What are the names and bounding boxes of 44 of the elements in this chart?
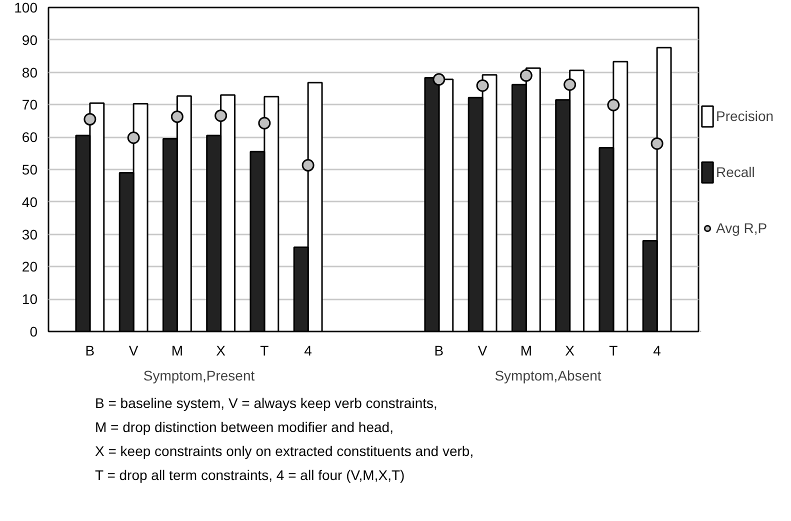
y-tick-label: 40 [22, 194, 38, 210]
x-tick-label: B [85, 342, 95, 358]
y-tick-label: 90 [22, 32, 38, 48]
point [476, 79, 489, 92]
x-tick-label: T [609, 342, 618, 358]
point [520, 69, 532, 82]
legend-label: Precision [716, 108, 774, 124]
legend-label: Recall [716, 164, 755, 180]
y-tick-label: 100 [14, 0, 38, 16]
legend-label: Avg R,P [716, 220, 768, 236]
point [302, 159, 314, 172]
text: X = keep constraints only on extracted constituents and verb, [95, 443, 474, 459]
point [170, 110, 184, 123]
text: B = baseline system, V = always keep verb constraints, [95, 395, 438, 411]
x-tick-label: V [128, 342, 139, 358]
x-tick-label: V [478, 342, 488, 358]
point [258, 116, 271, 130]
y-tick-label: 70 [22, 96, 38, 113]
y-tick-label: 0 [30, 324, 38, 340]
point [607, 98, 620, 112]
point [127, 132, 140, 144]
point [432, 73, 446, 86]
point [84, 113, 96, 126]
x-tick-label: M [520, 342, 532, 358]
text: M = drop distinction between modifier and head, [95, 419, 394, 435]
y-tick-label: 50 [22, 162, 38, 178]
x-tick-label: 4 [304, 342, 312, 358]
y-tick-label: 60 [22, 129, 38, 146]
text: Symptom,Present [143, 368, 255, 384]
x-tick-label: X [565, 342, 576, 358]
x-tick-label: X [216, 342, 226, 358]
point [650, 137, 664, 150]
point [564, 78, 576, 91]
x-tick-label: B [434, 342, 444, 358]
x-tick-label: 4 [653, 342, 662, 358]
y-tick-label: 20 [22, 258, 38, 275]
x-tick-label: M [171, 342, 184, 358]
text: Symptom,Absent [494, 368, 602, 384]
x-tick-label: T [260, 342, 270, 358]
y-tick-label: 30 [22, 226, 38, 242]
text: T = drop all term constraints, 4 = all four (V,M,X,T) [95, 467, 405, 483]
point [214, 109, 228, 122]
y-tick-label: 80 [22, 64, 38, 80]
y-tick-label: 10 [22, 291, 38, 308]
